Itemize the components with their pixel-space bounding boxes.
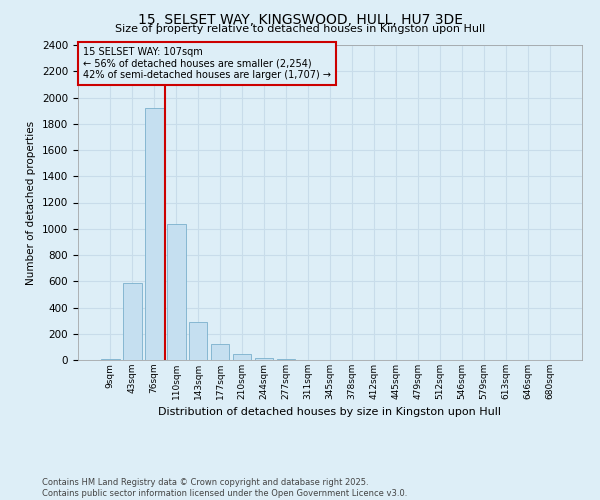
Bar <box>145 108 164 360</box>
Text: 15 SELSET WAY: 107sqm
← 56% of detached houses are smaller (2,254)
42% of semi-d: 15 SELSET WAY: 107sqm ← 56% of detached … <box>83 46 331 80</box>
Text: 15, SELSET WAY, KINGSWOOD, HULL, HU7 3DE: 15, SELSET WAY, KINGSWOOD, HULL, HU7 3DE <box>137 12 463 26</box>
Bar <box>189 322 208 360</box>
Y-axis label: Number of detached properties: Number of detached properties <box>26 120 37 284</box>
Bar <box>255 358 274 360</box>
Bar <box>211 344 229 360</box>
Bar <box>167 224 185 360</box>
Text: Size of property relative to detached houses in Kingston upon Hull: Size of property relative to detached ho… <box>115 24 485 34</box>
Bar <box>101 358 119 360</box>
Text: Contains HM Land Registry data © Crown copyright and database right 2025.
Contai: Contains HM Land Registry data © Crown c… <box>42 478 407 498</box>
Bar <box>233 354 251 360</box>
X-axis label: Distribution of detached houses by size in Kingston upon Hull: Distribution of detached houses by size … <box>158 408 502 418</box>
Bar <box>123 282 142 360</box>
